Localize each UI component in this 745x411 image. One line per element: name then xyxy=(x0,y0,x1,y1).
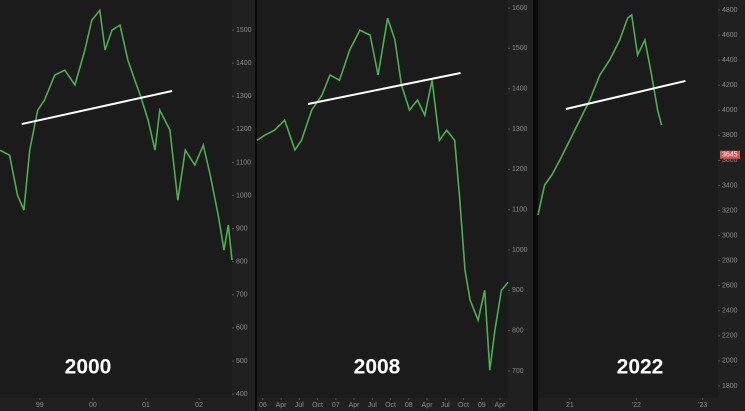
x-tick-label: Jul xyxy=(441,402,450,409)
y-tick-label: 4200 xyxy=(722,82,738,89)
y-tick-label: 1500 xyxy=(236,27,252,34)
x-tick-label: Apr xyxy=(276,402,288,409)
y-tick-label: 1600 xyxy=(512,5,528,12)
y-tick-label: 3200 xyxy=(722,207,738,214)
y-tick-label: 2200 xyxy=(722,333,738,340)
y-tick-label: 4400 xyxy=(722,57,738,64)
y-tick-label: 1000 xyxy=(236,192,252,199)
y-tick-label: 2400 xyxy=(722,308,738,315)
y-tick-label: 2600 xyxy=(722,283,738,290)
y-tick-label: 400 xyxy=(236,391,248,398)
axis-background xyxy=(718,0,745,398)
x-tick-label: '23 xyxy=(698,402,707,409)
x-tick-label: 06 xyxy=(259,402,267,409)
x-tick-label: 09 xyxy=(478,402,486,409)
x-tick-label: '22 xyxy=(632,402,641,409)
y-tick-label: 1200 xyxy=(512,166,528,173)
y-tick-label: 1000 xyxy=(512,247,528,254)
y-tick-label: 1500 xyxy=(512,45,528,52)
x-tick-label: 08 xyxy=(405,402,413,409)
y-tick-label: 1300 xyxy=(512,126,528,133)
axis-background xyxy=(232,0,255,398)
y-tick-label: 500 xyxy=(236,358,248,365)
y-tick-label: 1400 xyxy=(512,86,528,93)
x-axis-background xyxy=(0,398,255,411)
last-price-box xyxy=(720,150,740,159)
y-tick-label: 4600 xyxy=(722,32,738,39)
y-tick-label: 2000 xyxy=(722,358,738,365)
y-tick-label: 3600 xyxy=(722,157,738,164)
y-tick-label: 800 xyxy=(236,259,248,266)
last-price-label: 3645 xyxy=(722,152,738,159)
y-tick-label: 700 xyxy=(236,292,248,299)
y-tick-label: 3800 xyxy=(722,132,738,139)
x-axis-background xyxy=(257,398,533,411)
x-tick-label: 99 xyxy=(36,402,44,409)
y-tick-label: 3400 xyxy=(722,182,738,189)
y-tick-label: 3000 xyxy=(722,232,738,239)
x-tick-label: 02 xyxy=(195,402,203,409)
y-tick-label: 900 xyxy=(512,287,524,294)
x-tick-label: Jul xyxy=(295,402,304,409)
y-tick-label: 900 xyxy=(236,225,248,232)
y-tick-label: 1400 xyxy=(236,60,252,67)
x-tick-label: Jul xyxy=(368,402,377,409)
x-axis-background xyxy=(538,398,745,411)
panel-title: 2000 xyxy=(65,356,112,379)
price-line xyxy=(537,13,663,216)
x-tick-label: Apr xyxy=(349,402,361,409)
price-line xyxy=(0,8,233,261)
panel-background xyxy=(257,0,508,398)
x-tick-label: Oct xyxy=(385,402,396,409)
x-tick-label: 01 xyxy=(142,402,150,409)
panel-background xyxy=(0,0,232,398)
y-tick-label: 1800 xyxy=(722,383,738,390)
y-tick-label: 4800 xyxy=(722,7,738,14)
x-tick-label: Oct xyxy=(458,402,469,409)
y-tick-label: 700 xyxy=(512,368,524,375)
x-tick-label: Apr xyxy=(495,402,507,409)
y-tick-label: 1200 xyxy=(236,126,252,133)
y-tick-label: 1100 xyxy=(512,207,527,214)
trendline xyxy=(307,72,461,106)
y-tick-label: 1100 xyxy=(236,159,251,166)
panel-title: 2008 xyxy=(354,356,401,379)
y-tick-label: 800 xyxy=(512,327,524,334)
trendline xyxy=(565,79,686,110)
x-tick-label: 21 xyxy=(566,402,574,409)
y-tick-label: 2800 xyxy=(722,257,738,264)
x-tick-label: 00 xyxy=(89,402,97,409)
x-tick-label: 07 xyxy=(332,402,340,409)
y-tick-label: 4000 xyxy=(722,107,738,114)
panel-background xyxy=(538,0,718,398)
x-tick-label: Oct xyxy=(312,402,323,409)
panel-title: 2022 xyxy=(617,356,664,379)
y-tick-label: 600 xyxy=(236,325,248,332)
x-tick-label: Apr xyxy=(422,402,434,409)
trendline xyxy=(21,90,173,126)
y-tick-label: 1300 xyxy=(236,93,252,100)
axis-background xyxy=(508,0,533,398)
